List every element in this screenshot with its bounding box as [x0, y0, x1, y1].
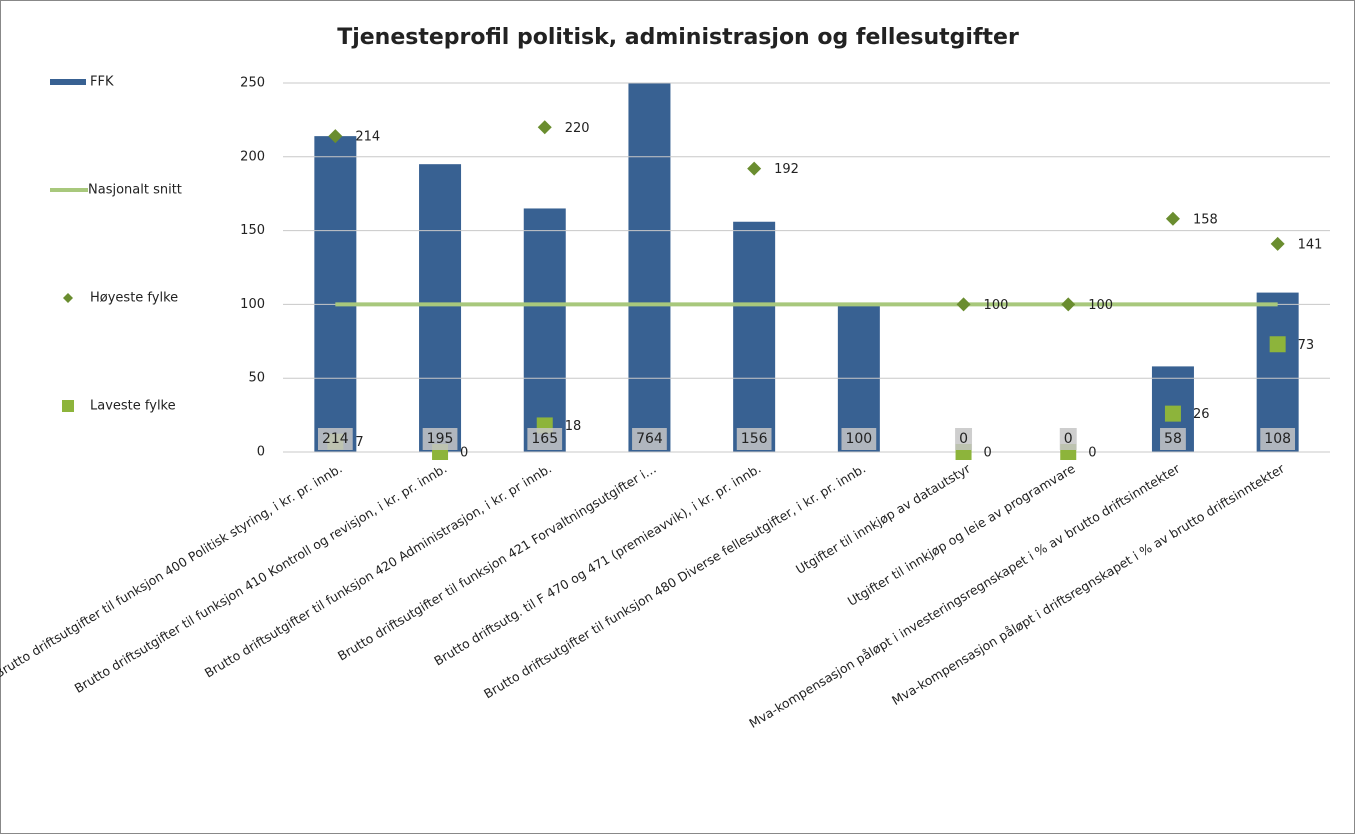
data-label: 192 — [774, 162, 799, 177]
bar-label-box — [1260, 428, 1296, 450]
marker — [1165, 211, 1180, 226]
marker — [537, 120, 552, 135]
y-tick-label: 200 — [240, 149, 265, 164]
data-label: 0 — [460, 446, 468, 461]
marker — [956, 297, 971, 312]
data-label: 0 — [984, 446, 992, 461]
marker — [328, 129, 343, 144]
bar-label-box — [841, 428, 877, 450]
marker — [1269, 336, 1286, 353]
legend-label: Nasjonalt snitt — [88, 183, 182, 198]
legend-label: Høyeste fylke — [90, 291, 178, 306]
legend-label: FFK — [90, 75, 114, 90]
bar-label: 195 — [427, 431, 454, 447]
bar-label: 58 — [1164, 431, 1182, 447]
marker — [1270, 236, 1285, 251]
bar-label-box — [632, 428, 667, 450]
data-label: 141 — [1298, 237, 1323, 252]
data-label: 18 — [565, 419, 582, 434]
data-label: 7 — [355, 435, 363, 450]
data-label: 214 — [355, 130, 380, 145]
data-label: 220 — [565, 121, 590, 136]
bar-label: 764 — [636, 431, 663, 447]
data-label: 100 — [1088, 298, 1113, 313]
data-label: 0 — [1088, 446, 1096, 461]
bar — [733, 221, 776, 452]
bar-label: 0 — [1064, 431, 1073, 447]
bar-label: 165 — [531, 431, 558, 447]
y-tick-label: 150 — [240, 223, 265, 238]
data-label: 158 — [1193, 212, 1218, 227]
bar — [1256, 292, 1299, 452]
bar-label-box — [317, 428, 353, 450]
marker — [1164, 405, 1181, 422]
bar-label: 108 — [1264, 431, 1291, 447]
bar-label-box — [422, 428, 458, 450]
bar — [523, 208, 566, 452]
bar-label: 0 — [959, 431, 968, 447]
data-label: 26 — [1193, 407, 1210, 422]
y-tick-label: 0 — [257, 445, 265, 460]
bar-label-box — [955, 428, 973, 450]
data-label: 73 — [1298, 338, 1315, 353]
data-label: 100 — [984, 298, 1009, 313]
bar-label: 156 — [741, 431, 768, 447]
chart-title: Tjenesteprofil politisk, administrasjon … — [337, 25, 1019, 50]
y-tick-label: 250 — [240, 76, 265, 91]
y-tick-label: 50 — [248, 371, 265, 386]
bar-label-box — [736, 428, 772, 450]
bar-label-box — [527, 428, 563, 450]
marker — [747, 161, 762, 176]
legend-label: Laveste fylke — [90, 399, 176, 414]
bar — [419, 164, 462, 452]
bar-label-box — [1059, 428, 1077, 450]
y-tick-label: 100 — [240, 297, 265, 312]
legend-swatch — [50, 79, 86, 85]
marker — [1061, 297, 1076, 312]
bar-label: 100 — [845, 431, 872, 447]
legend-swatch — [63, 293, 73, 303]
bar-label: 214 — [322, 431, 349, 447]
bar-label-box — [1160, 428, 1186, 450]
bar — [314, 136, 357, 452]
bar — [628, 83, 671, 452]
legend-swatch — [62, 400, 74, 412]
